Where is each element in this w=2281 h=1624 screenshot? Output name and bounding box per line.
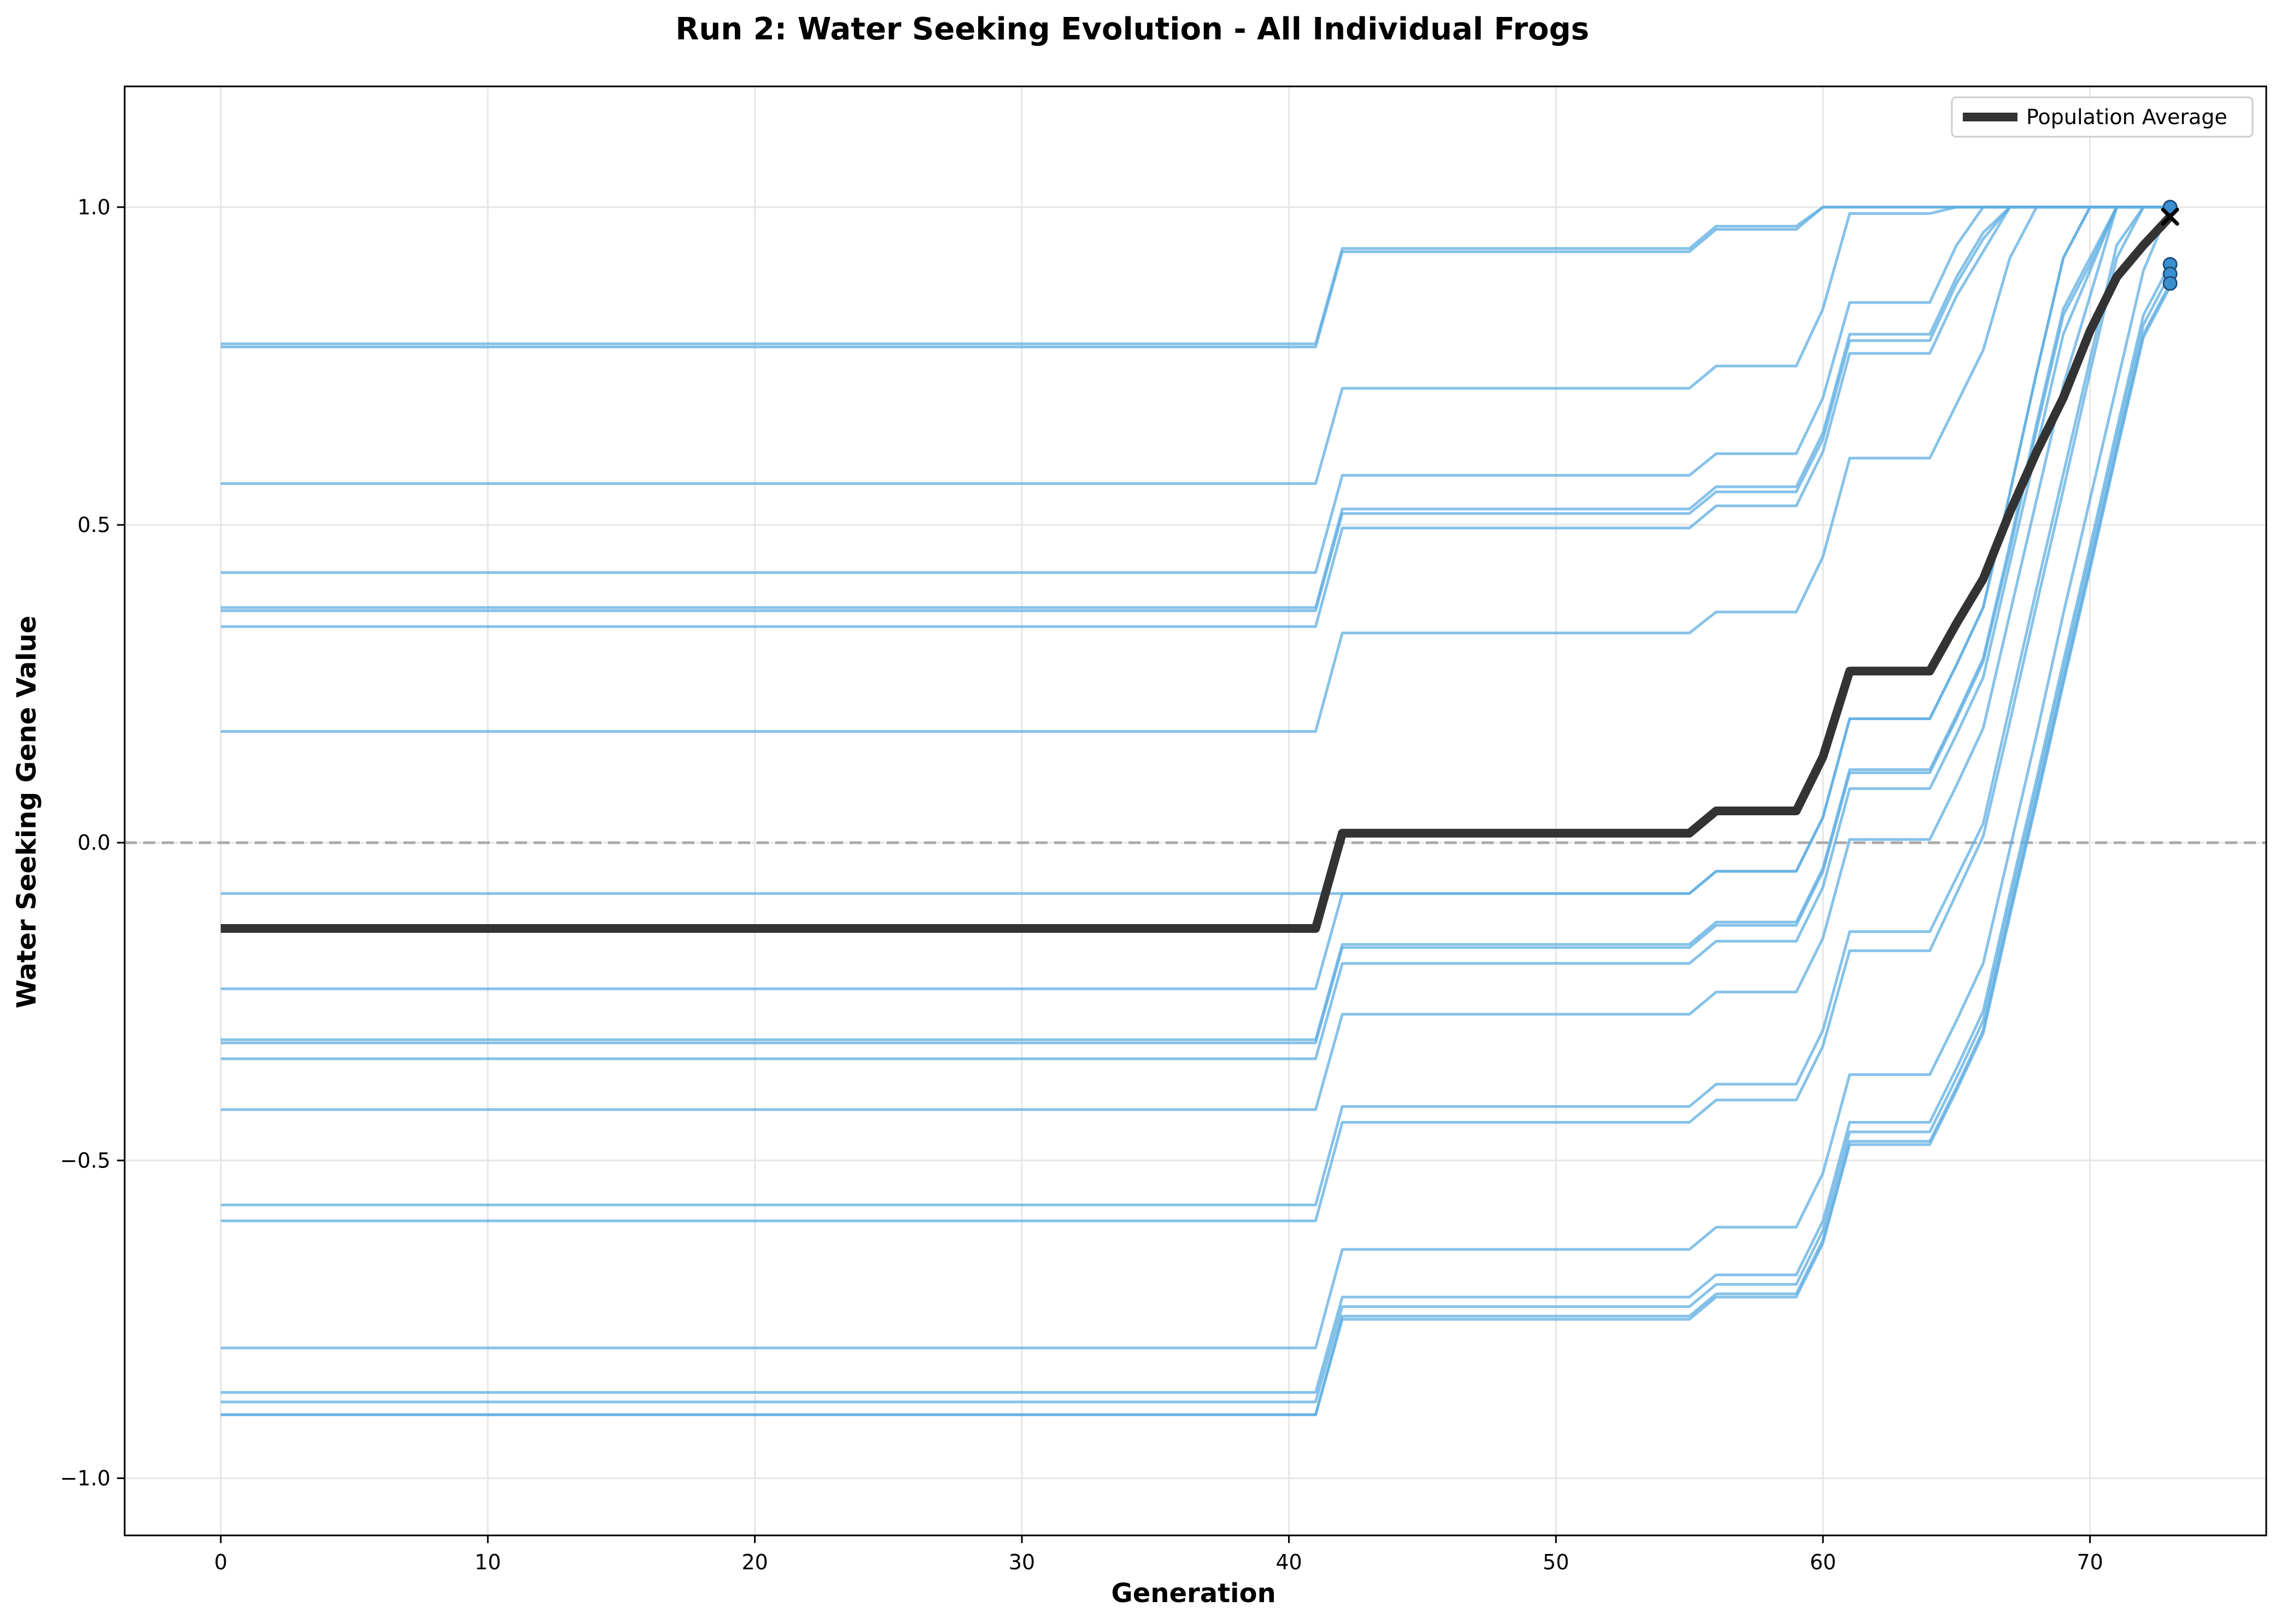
x-tick-label-2: 20 xyxy=(741,1550,768,1574)
legend-box xyxy=(1951,96,2254,138)
population-average-line xyxy=(220,213,2174,933)
chart-title: Run 2: Water Seeking Evolution - All Ind… xyxy=(675,11,1589,47)
y-tick-label-2: 0.0 xyxy=(78,831,110,855)
x-tick-label-4: 40 xyxy=(1276,1550,1302,1574)
x-tick-label-1: 10 xyxy=(475,1550,501,1574)
frog-line-16 xyxy=(220,206,2171,1223)
frog-line-15 xyxy=(220,206,2171,1207)
frog-line-11 xyxy=(220,206,2171,1041)
y-tick-label-3: 0.5 xyxy=(78,513,110,537)
frog-line-10 xyxy=(220,206,2171,990)
frog-line-21 xyxy=(220,285,2172,1416)
final-average-marker-stroke-2 xyxy=(2161,207,2179,226)
y-tick-label-4: 1.0 xyxy=(78,195,110,219)
frog-line-12 xyxy=(220,206,2171,1044)
frog-line-18 xyxy=(220,264,2172,1394)
legend-label-population-average: Population Average xyxy=(2026,105,2227,129)
x-tick-label-0: 0 xyxy=(214,1550,227,1574)
x-tick-label-6: 60 xyxy=(1810,1550,1836,1574)
axis-ticks: 0 10 20 30 40 50 60 70 −1.0 −0.5 0.0 0.5 1.0 xyxy=(60,195,2103,1574)
individual-frog-lines xyxy=(220,206,2172,1416)
y-tick-label-1: −0.5 xyxy=(60,1148,110,1172)
frog-line-13 xyxy=(220,206,2171,1060)
x-tick-label-7: 70 xyxy=(2077,1550,2103,1574)
frog-line-19 xyxy=(220,273,2172,1404)
x-tick-label-3: 30 xyxy=(1009,1550,1035,1574)
frog-line-17 xyxy=(220,206,2172,1350)
legend: Population Average xyxy=(1951,96,2254,138)
plot-area-frame xyxy=(124,85,2267,1537)
y-tick-label-0: −1.0 xyxy=(60,1466,110,1490)
final-point-4 xyxy=(2162,276,2178,291)
final-generation-markers xyxy=(2161,200,2179,291)
frog-line-14 xyxy=(220,206,2171,1111)
final-point-1 xyxy=(2162,200,2178,215)
x-axis-label: Generation xyxy=(1111,1578,1276,1609)
y-axis-label: Water Seeking Gene Value xyxy=(11,616,42,1008)
population-average-series xyxy=(220,213,2174,933)
x-tick-label-5: 50 xyxy=(1543,1550,1569,1574)
